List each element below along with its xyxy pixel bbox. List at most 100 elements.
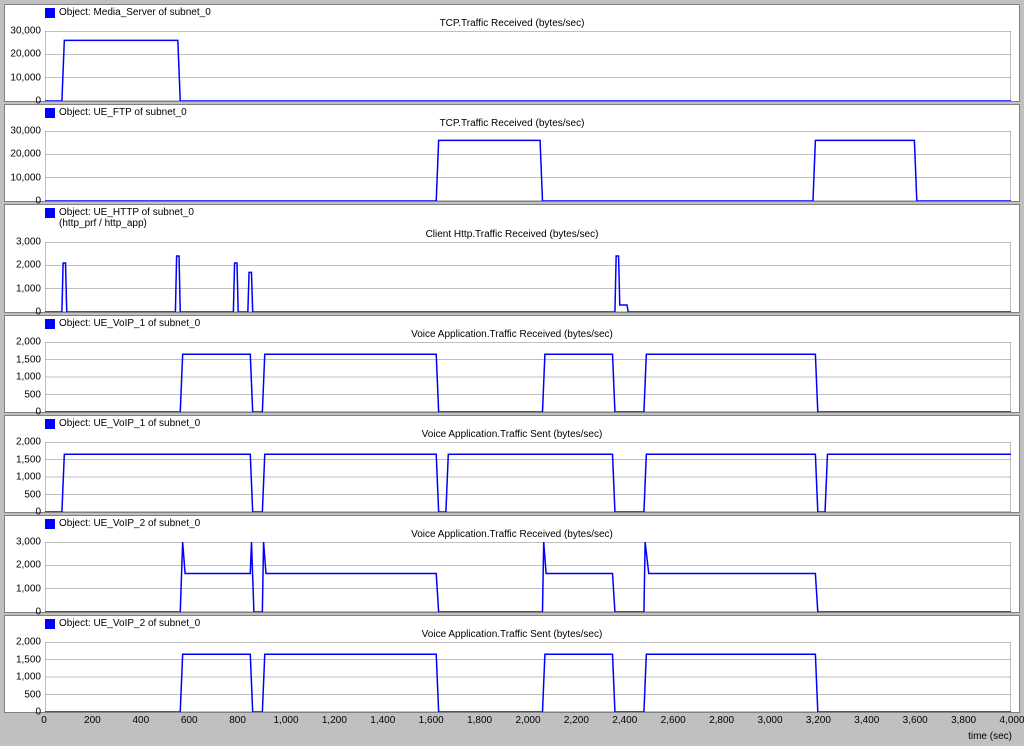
legend-swatch bbox=[45, 319, 55, 329]
y-axis: 05001,0001,5002,000 bbox=[5, 442, 45, 512]
series-line bbox=[45, 354, 1011, 412]
legend-swatch bbox=[45, 8, 55, 18]
chart-svg bbox=[45, 342, 1011, 412]
legend-row: Object: UE_VoIP_1 of subnet_0 bbox=[5, 416, 1019, 429]
chart-title: TCP.Traffic Received (bytes/sec) bbox=[5, 118, 1019, 131]
x-tick-label: 4,000 bbox=[999, 715, 1024, 726]
y-tick-label: 10,000 bbox=[10, 72, 41, 83]
y-tick-label: 20,000 bbox=[10, 49, 41, 60]
chart-title: TCP.Traffic Received (bytes/sec) bbox=[5, 18, 1019, 31]
y-tick-label: 2,000 bbox=[16, 260, 41, 271]
legend-label: Object: UE_HTTP of subnet_0 bbox=[59, 207, 194, 218]
y-axis: 01,0002,0003,000 bbox=[5, 542, 45, 612]
chart-panel: Object: Media_Server of subnet_0TCP.Traf… bbox=[4, 4, 1020, 102]
y-tick-label: 1,500 bbox=[16, 654, 41, 665]
x-tick-label: 3,000 bbox=[757, 715, 782, 726]
chart-svg bbox=[45, 642, 1011, 712]
x-tick-label: 1,800 bbox=[467, 715, 492, 726]
legend-row: Object: UE_VoIP_2 of subnet_0 bbox=[5, 516, 1019, 529]
y-axis: 01,0002,0003,000 bbox=[5, 242, 45, 312]
chart-panel: Object: UE_VoIP_2 of subnet_0Voice Appli… bbox=[4, 615, 1020, 713]
chart-title: Client Http.Traffic Received (bytes/sec) bbox=[5, 229, 1019, 242]
y-tick-label: 10,000 bbox=[10, 172, 41, 183]
legend-label: Object: UE_FTP of subnet_0 bbox=[59, 107, 187, 118]
y-axis: 010,00020,00030,000 bbox=[5, 131, 45, 201]
chart-panel: Object: UE_FTP of subnet_0TCP.Traffic Re… bbox=[4, 104, 1020, 202]
y-axis: 05001,0001,5002,000 bbox=[5, 342, 45, 412]
y-tick-label: 0 bbox=[35, 707, 41, 718]
legend-label: Object: UE_VoIP_2 of subnet_0 bbox=[59, 618, 200, 629]
chart-panel: Object: UE_HTTP of subnet_0(http_prf / h… bbox=[4, 204, 1020, 313]
y-tick-label: 2,000 bbox=[16, 337, 41, 348]
chart-svg bbox=[45, 442, 1011, 512]
x-tick-label: 600 bbox=[181, 715, 198, 726]
legend-swatch bbox=[45, 208, 55, 218]
plot-area bbox=[45, 242, 1011, 312]
chart-title: Voice Application.Traffic Sent (bytes/se… bbox=[5, 429, 1019, 442]
y-tick-label: 1,000 bbox=[16, 472, 41, 483]
chart-svg bbox=[45, 31, 1011, 101]
x-tick-label: 2,800 bbox=[709, 715, 734, 726]
chart-panel: Object: UE_VoIP_1 of subnet_0Voice Appli… bbox=[4, 415, 1020, 513]
legend-row: Object: UE_VoIP_2 of subnet_0 bbox=[5, 616, 1019, 629]
x-axis-label: time (sec) bbox=[4, 731, 1020, 742]
y-tick-label: 500 bbox=[24, 389, 41, 400]
chart-svg bbox=[45, 242, 1011, 312]
y-tick-label: 3,000 bbox=[16, 237, 41, 248]
series-line bbox=[45, 454, 1011, 512]
x-tick-label: 3,200 bbox=[806, 715, 831, 726]
y-tick-label: 2,000 bbox=[16, 560, 41, 571]
legend-label: Object: Media_Server of subnet_0 bbox=[59, 7, 211, 18]
chart-svg bbox=[45, 131, 1011, 201]
x-tick-label: 800 bbox=[229, 715, 246, 726]
series-line bbox=[45, 40, 1011, 101]
x-tick-label: 3,400 bbox=[854, 715, 879, 726]
y-tick-label: 20,000 bbox=[10, 149, 41, 160]
x-tick-label: 200 bbox=[84, 715, 101, 726]
y-tick-label: 2,000 bbox=[16, 437, 41, 448]
legend-sub: (http_prf / http_app) bbox=[5, 218, 1019, 229]
y-tick-label: 500 bbox=[24, 489, 41, 500]
y-tick-label: 2,000 bbox=[16, 637, 41, 648]
legend-label: Object: UE_VoIP_2 of subnet_0 bbox=[59, 518, 200, 529]
legend-swatch bbox=[45, 519, 55, 529]
x-tick-label: 1,200 bbox=[322, 715, 347, 726]
x-tick-label: 3,800 bbox=[951, 715, 976, 726]
y-tick-label: 3,000 bbox=[16, 537, 41, 548]
x-tick-label: 0 bbox=[41, 715, 47, 726]
x-axis: 0 200 400 600 800 1,000 1,200 1,400 1,600 1,800 2,… bbox=[4, 715, 1020, 729]
plot-area bbox=[45, 442, 1011, 512]
x-tick-label: 2,000 bbox=[515, 715, 540, 726]
plot-area bbox=[45, 342, 1011, 412]
legend-label: Object: UE_VoIP_1 of subnet_0 bbox=[59, 418, 200, 429]
chart-panel: Object: UE_VoIP_2 of subnet_0Voice Appli… bbox=[4, 515, 1020, 613]
legend-label: Object: UE_VoIP_1 of subnet_0 bbox=[59, 318, 200, 329]
y-tick-label: 500 bbox=[24, 689, 41, 700]
chart-title: Voice Application.Traffic Received (byte… bbox=[5, 329, 1019, 342]
y-tick-label: 30,000 bbox=[10, 126, 41, 137]
legend-swatch bbox=[45, 419, 55, 429]
chart-title: Voice Application.Traffic Sent (bytes/se… bbox=[5, 629, 1019, 642]
y-tick-label: 1,000 bbox=[16, 372, 41, 383]
x-tick-label: 2,400 bbox=[612, 715, 637, 726]
y-tick-label: 1,500 bbox=[16, 454, 41, 465]
plot-area bbox=[45, 642, 1011, 712]
legend-swatch bbox=[45, 619, 55, 629]
x-tick-label: 1,400 bbox=[370, 715, 395, 726]
y-axis: 05001,0001,5002,000 bbox=[5, 642, 45, 712]
series-line bbox=[45, 542, 1011, 612]
plot-area bbox=[45, 542, 1011, 612]
x-tick-label: 400 bbox=[132, 715, 149, 726]
legend-swatch bbox=[45, 108, 55, 118]
x-tick-label: 1,600 bbox=[419, 715, 444, 726]
legend-row: Object: UE_FTP of subnet_0 bbox=[5, 105, 1019, 118]
x-tick-label: 1,000 bbox=[273, 715, 298, 726]
y-axis: 010,00020,00030,000 bbox=[5, 31, 45, 101]
y-tick-label: 1,000 bbox=[16, 583, 41, 594]
chart-title: Voice Application.Traffic Received (byte… bbox=[5, 529, 1019, 542]
chart-panel: Object: UE_VoIP_1 of subnet_0Voice Appli… bbox=[4, 315, 1020, 413]
plot-area bbox=[45, 31, 1011, 101]
legend-row: Object: Media_Server of subnet_0 bbox=[5, 5, 1019, 18]
y-tick-label: 30,000 bbox=[10, 26, 41, 37]
x-tick-label: 3,600 bbox=[903, 715, 928, 726]
